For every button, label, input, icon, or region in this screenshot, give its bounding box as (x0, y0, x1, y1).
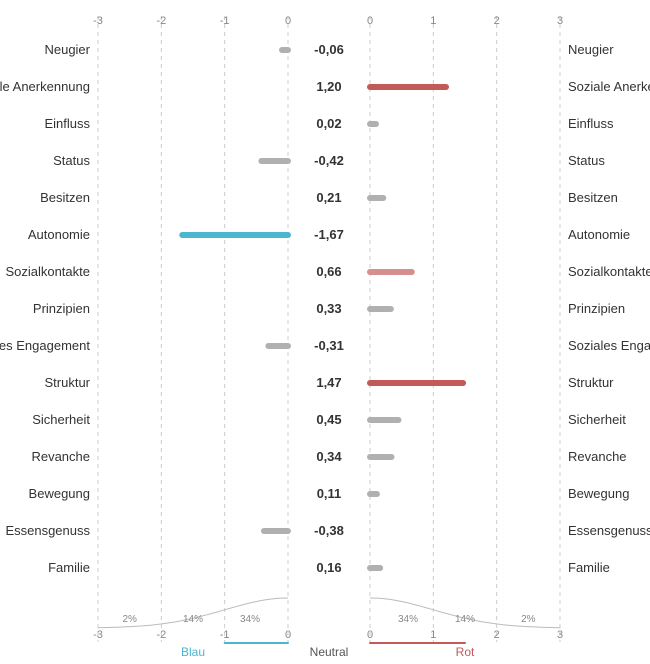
footer-label-neutral: Neutral (310, 645, 349, 659)
row-label-right: Bewegung (568, 486, 629, 501)
row-label-left: Neugier (44, 42, 90, 57)
row-label-right: Familie (568, 560, 610, 575)
row-value: 0,11 (317, 486, 342, 501)
axis-tick-bottom: -2 (156, 629, 166, 641)
row-value: 0,45 (316, 412, 341, 427)
axis-tick-bottom: 0 (367, 629, 373, 641)
footer-label-blau: Blau (181, 645, 205, 659)
axis-tick-top: 3 (557, 15, 563, 27)
row-value: 0,02 (316, 116, 341, 131)
row-label-right: Struktur (568, 375, 614, 390)
row-value: -0,42 (314, 153, 344, 168)
row-label-left: Besitzen (40, 190, 90, 205)
row-label-left: Status (53, 153, 90, 168)
row-label-left: Bewegung (29, 486, 90, 501)
axis-tick-bottom: 0 (285, 629, 291, 641)
row-label-right: Neugier (568, 42, 614, 57)
row-label-left: Soziales Engagement (0, 338, 90, 353)
axis-tick-bottom: 2 (494, 629, 500, 641)
row-value: -0,06 (314, 42, 344, 57)
row-label-right: Soziale Anerkennung (568, 79, 650, 94)
row-label-right: Besitzen (568, 190, 618, 205)
footer-label-rot: Rot (456, 645, 475, 659)
distribution-pct-left: 14% (183, 614, 203, 625)
distribution-pct-right: 2% (521, 614, 536, 625)
row-label-right: Status (568, 153, 605, 168)
row-value: 0,66 (316, 264, 341, 279)
row-label-right: Sicherheit (568, 412, 626, 427)
row-label-right: Soziales Engagement (568, 338, 650, 353)
row-label-right: Essensgenuss (568, 523, 650, 538)
axis-tick-top: 0 (367, 15, 373, 27)
axis-tick-top: 2 (494, 15, 500, 27)
row-value: -1,67 (314, 227, 344, 242)
row-label-right: Autonomie (568, 227, 630, 242)
row-label-right: Revanche (568, 449, 627, 464)
row-value: 0,16 (316, 560, 341, 575)
distribution-pct-right: 34% (398, 614, 418, 625)
row-label-left: Soziale Anerkennung (0, 79, 90, 94)
row-label-left: Struktur (44, 375, 90, 390)
axis-tick-bottom: -3 (93, 629, 103, 641)
row-label-left: Familie (48, 560, 90, 575)
row-label-left: Einfluss (44, 116, 90, 131)
row-label-right: Einfluss (568, 116, 614, 131)
axis-tick-top: -1 (220, 15, 230, 27)
diverging-bar-chart: -3 -2 -1 0 0 1 2 3 Neugier Neugier -0,06 Soziale An… (0, 0, 650, 664)
row-value: 1,47 (316, 375, 341, 390)
row-value: 0,33 (316, 301, 341, 316)
distribution-pct-left: 2% (122, 614, 137, 625)
axis-tick-top: 1 (430, 15, 436, 27)
axis-tick-bottom: 1 (430, 629, 436, 641)
row-value: -0,31 (314, 338, 344, 353)
row-value: 0,21 (316, 190, 341, 205)
row-label-left: Prinzipien (33, 301, 90, 316)
chart-svg: -3 -2 -1 0 0 1 2 3 Neugier Neugier -0,06 Soziale An… (0, 0, 650, 664)
row-value: -0,38 (314, 523, 344, 538)
axis-tick-top: -2 (156, 15, 166, 27)
row-label-right: Prinzipien (568, 301, 625, 316)
row-label-left: Sozialkontakte (5, 264, 90, 279)
distribution-pct-left: 34% (240, 614, 260, 625)
row-label-left: Essensgenuss (5, 523, 90, 538)
axis-tick-top: 0 (285, 15, 291, 27)
row-label-left: Sicherheit (32, 412, 90, 427)
axis-tick-top: -3 (93, 15, 103, 27)
row-value: 1,20 (316, 79, 341, 94)
row-label-right: Sozialkontakte (568, 264, 650, 279)
row-label-left: Autonomie (28, 227, 90, 242)
row-label-left: Revanche (31, 449, 90, 464)
axis-tick-bottom: 3 (557, 629, 563, 641)
axis-tick-bottom: -1 (220, 629, 230, 641)
distribution-pct-right: 14% (455, 614, 475, 625)
row-value: 0,34 (316, 449, 342, 464)
